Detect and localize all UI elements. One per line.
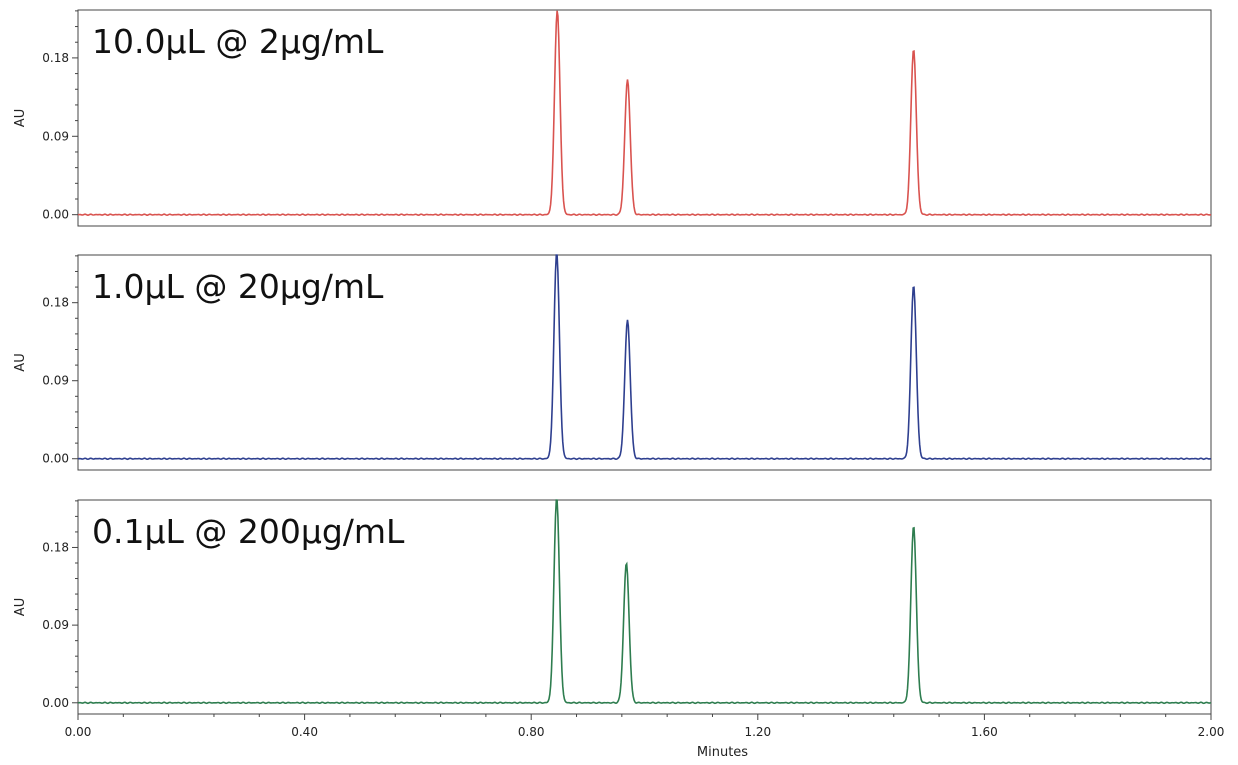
x-axis-title: Minutes — [697, 745, 748, 760]
x-tick-label: 1.60 — [971, 725, 998, 739]
y-tick-label: 0.00 — [42, 696, 69, 710]
y-axis-title: AU — [13, 353, 28, 371]
y-axis-title: AU — [13, 598, 28, 616]
panel-label: 0.1µL @ 200µg/mL — [92, 512, 405, 551]
y-tick-label: 0.18 — [42, 540, 69, 554]
y-axis-title: AU — [13, 109, 28, 127]
chromatogram-trace — [77, 254, 1212, 461]
y-tick-label: 0.09 — [42, 618, 69, 632]
y-tick-label: 0.00 — [42, 452, 69, 466]
x-tick-label: 0.00 — [65, 725, 92, 739]
y-tick-label: 0.18 — [42, 296, 69, 310]
chart-panel-1: 0.00 0.09 0.18 AU 10.0µL @ 2µg/mL — [13, 9, 1212, 227]
y-tick-label: 0.09 — [42, 374, 69, 388]
x-tick-label: 1.20 — [744, 725, 771, 739]
x-tick-label: 0.40 — [291, 725, 318, 739]
panel-label: 1.0µL @ 20µg/mL — [92, 267, 384, 306]
chart-panel-3: 0.00 0.09 0.18 AU 0.1µL @ 200µg/mL 0.00 0.40 0.… — [13, 499, 1225, 760]
y-tick-label: 0.18 — [42, 51, 69, 65]
y-tick-label: 0.00 — [42, 208, 69, 222]
chromatogram-trace — [77, 10, 1212, 217]
y-tick-label: 0.09 — [42, 129, 69, 143]
x-tick-label: 2.00 — [1198, 725, 1225, 739]
x-tick-label: 0.80 — [518, 725, 545, 739]
plot-frame — [77, 9, 1212, 227]
plot-frame — [77, 254, 1212, 471]
chart-panel-2: 0.00 0.09 0.18 AU 1.0µL @ 20µg/mL — [13, 254, 1212, 471]
plot-frame — [77, 499, 1212, 715]
chromatogram-trace — [77, 499, 1212, 705]
panel-label: 10.0µL @ 2µg/mL — [92, 22, 384, 61]
